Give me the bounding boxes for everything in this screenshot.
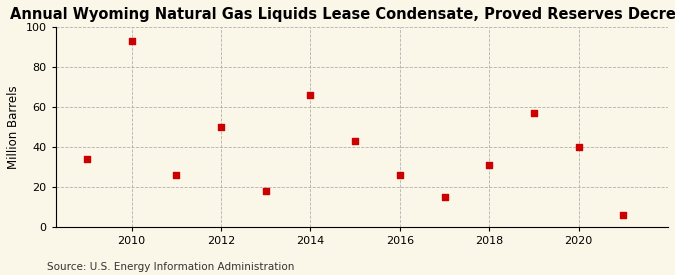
Point	[484, 163, 495, 167]
Y-axis label: Million Barrels: Million Barrels	[7, 85, 20, 169]
Point	[126, 39, 137, 43]
Text: Source: U.S. Energy Information Administration: Source: U.S. Energy Information Administ…	[47, 262, 294, 272]
Point	[261, 189, 271, 193]
Point	[529, 111, 539, 116]
Point	[618, 213, 628, 217]
Point	[215, 125, 226, 129]
Point	[350, 139, 360, 143]
Point	[394, 173, 405, 177]
Point	[305, 93, 316, 97]
Point	[82, 157, 92, 161]
Point	[171, 173, 182, 177]
Point	[573, 145, 584, 149]
Title: Annual Wyoming Natural Gas Liquids Lease Condensate, Proved Reserves Decreases: Annual Wyoming Natural Gas Liquids Lease…	[10, 7, 675, 22]
Point	[439, 195, 450, 199]
